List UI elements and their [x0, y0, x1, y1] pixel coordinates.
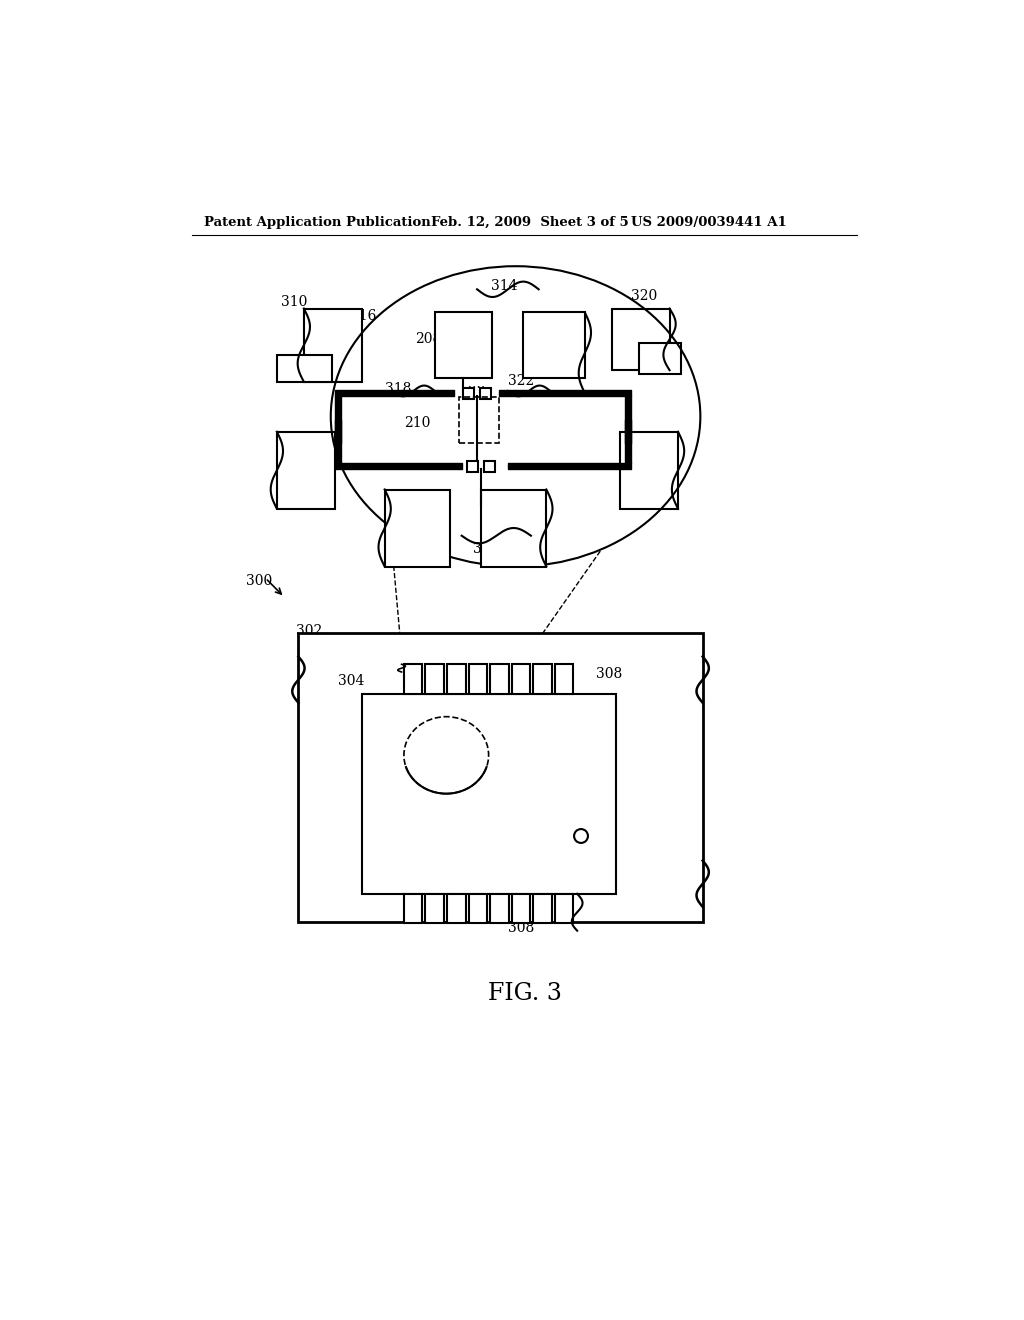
Bar	[361, 693, 615, 894]
Bar	[385, 490, 451, 566]
Bar	[276, 355, 333, 381]
Bar	[467, 461, 478, 471]
Text: 308: 308	[596, 667, 623, 681]
Bar	[611, 309, 670, 370]
Text: 332: 332	[493, 512, 519, 527]
Bar	[425, 894, 444, 923]
Text: 328: 328	[391, 512, 417, 527]
Bar	[403, 894, 422, 923]
Text: 304: 304	[339, 675, 365, 688]
Text: 320: 320	[631, 289, 657, 304]
Bar	[276, 432, 335, 508]
Bar	[534, 894, 552, 923]
Text: 324: 324	[473, 543, 500, 556]
Text: 302: 302	[296, 624, 323, 639]
Text: 300: 300	[246, 574, 272, 589]
Text: 314: 314	[490, 279, 517, 293]
Text: 210: 210	[403, 416, 430, 430]
Bar	[555, 664, 573, 693]
Bar	[512, 894, 530, 923]
Bar	[534, 664, 552, 693]
Text: 330: 330	[627, 434, 652, 447]
Bar	[447, 894, 466, 923]
Bar	[480, 388, 490, 399]
Bar	[304, 309, 361, 381]
Text: 310: 310	[367, 705, 393, 719]
Bar	[447, 664, 466, 693]
Text: 308: 308	[508, 921, 535, 935]
Bar	[463, 388, 474, 399]
Text: Feb. 12, 2009  Sheet 3 of 5: Feb. 12, 2009 Sheet 3 of 5	[431, 216, 629, 230]
Bar	[460, 397, 499, 444]
Bar	[490, 894, 509, 923]
Bar	[425, 664, 444, 693]
Bar	[435, 313, 493, 378]
Bar	[512, 664, 530, 693]
Bar	[469, 894, 487, 923]
Text: US 2009/0039441 A1: US 2009/0039441 A1	[631, 216, 786, 230]
Bar	[490, 664, 509, 693]
Bar	[469, 664, 487, 693]
Text: 318: 318	[385, 381, 411, 396]
Text: 310: 310	[281, 296, 307, 309]
Text: 208: 208	[416, 331, 441, 346]
Bar	[298, 634, 702, 923]
Text: 316: 316	[350, 309, 377, 322]
Bar	[639, 343, 681, 374]
Text: FIG. 3: FIG. 3	[487, 982, 562, 1006]
Bar	[484, 461, 495, 471]
Text: Patent Application Publication: Patent Application Publication	[204, 216, 430, 230]
Text: 322: 322	[508, 374, 535, 388]
Text: 326: 326	[286, 434, 312, 447]
Bar	[555, 894, 573, 923]
Bar	[523, 313, 585, 378]
Bar	[621, 432, 678, 508]
Bar	[403, 664, 422, 693]
Bar	[481, 490, 547, 566]
Text: 312: 312	[523, 323, 550, 338]
Text: 306: 306	[590, 829, 616, 843]
